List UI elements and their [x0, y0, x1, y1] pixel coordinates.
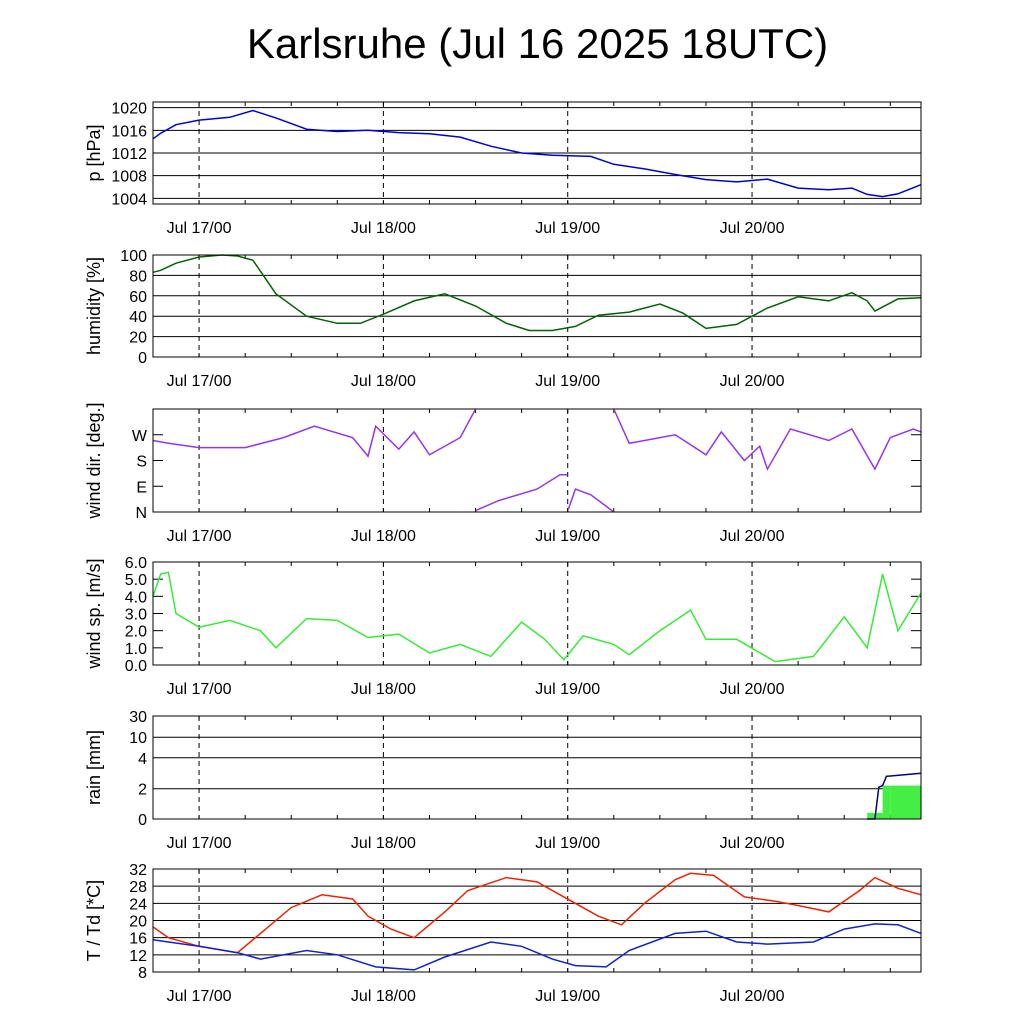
y-tick-label: 1012 — [111, 146, 147, 163]
y-tick-label: 20 — [129, 914, 147, 931]
y-tick-label: 24 — [129, 896, 147, 913]
y-tick-label: 1016 — [111, 123, 147, 140]
panel-frame — [152, 101, 922, 205]
rain-bar — [867, 812, 875, 819]
x-tick-label: Jul 19/00 — [535, 988, 600, 1005]
x-tick-label: Jul 18/00 — [351, 988, 416, 1005]
x-tick-label: Jul 18/00 — [351, 220, 416, 237]
panel-frame — [152, 561, 922, 666]
wind-dir-series-line — [567, 488, 615, 513]
y-tick-label: E — [136, 479, 147, 496]
x-tick-label: Jul 19/00 — [535, 681, 600, 698]
y-tick-label: 1020 — [111, 101, 147, 118]
rain-bar — [882, 785, 891, 819]
panel-frame — [152, 408, 922, 513]
x-tick-label: Jul 19/00 — [535, 220, 600, 237]
temperature-series-line — [152, 923, 922, 971]
rain-bar — [890, 785, 921, 819]
y-tick-label: 0.0 — [125, 658, 147, 675]
x-tick-label: Jul 20/00 — [720, 528, 785, 545]
y-tick-label: N — [135, 505, 147, 522]
wind-dir-series-line — [475, 474, 568, 512]
y-tick-label: 4 — [138, 751, 147, 768]
y-tick-label: W — [132, 428, 148, 445]
pressure-series-line — [152, 109, 922, 198]
panel-frame — [152, 254, 922, 358]
x-tick-label: Jul 17/00 — [167, 681, 232, 698]
x-tick-label: Jul 17/00 — [167, 373, 232, 390]
wind-dir-series-line — [152, 408, 477, 458]
x-tick-label: Jul 19/00 — [535, 528, 600, 545]
y-tick-label: 80 — [129, 268, 147, 285]
y-tick-label: 8 — [138, 965, 147, 982]
panel-frame — [152, 715, 922, 820]
y-tick-label: 28 — [129, 879, 147, 896]
y-tick-label: 20 — [129, 330, 147, 347]
y-tick-label: 0 — [138, 812, 147, 829]
x-tick-label: Jul 20/00 — [720, 988, 785, 1005]
y-tick-label: 16 — [129, 931, 147, 948]
x-tick-label: Jul 19/00 — [535, 835, 600, 852]
wind-speed-series-line — [152, 571, 922, 663]
y-tick-label: 3.0 — [125, 607, 147, 624]
y-axis-label: wind dir. [deg.] — [84, 402, 104, 519]
y-tick-label: 10 — [129, 730, 147, 747]
x-tick-label: Jul 18/00 — [351, 681, 416, 698]
chart-title: Karlsruhe (Jul 16 2025 18UTC) — [246, 20, 829, 67]
x-tick-label: Jul 18/00 — [351, 528, 416, 545]
x-tick-label: Jul 20/00 — [720, 835, 785, 852]
x-tick-label: Jul 20/00 — [720, 220, 785, 237]
wind-dir-series-line — [613, 408, 922, 471]
y-tick-label: 32 — [129, 862, 147, 879]
y-axis-label: wind sp. [m/s] — [84, 558, 104, 669]
x-tick-label: Jul 17/00 — [167, 220, 232, 237]
y-axis-label: rain [mm] — [84, 730, 104, 805]
y-tick-label: 30 — [129, 709, 147, 726]
x-tick-label: Jul 19/00 — [535, 373, 600, 390]
y-tick-label: 100 — [120, 248, 147, 265]
y-tick-label: 6.0 — [125, 555, 147, 572]
y-tick-label: 1008 — [111, 169, 147, 186]
panel-frame — [152, 868, 922, 973]
humidity-series-line — [152, 254, 922, 332]
x-tick-label: Jul 18/00 — [351, 835, 416, 852]
x-tick-label: Jul 18/00 — [351, 373, 416, 390]
y-tick-label: S — [136, 454, 147, 471]
temperature-series-line — [152, 872, 922, 954]
y-axis-label: humidity [%] — [84, 257, 104, 355]
y-tick-label: 0 — [138, 350, 147, 367]
x-tick-label: Jul 20/00 — [720, 373, 785, 390]
x-tick-label: Jul 17/00 — [167, 835, 232, 852]
x-tick-label: Jul 20/00 — [720, 681, 785, 698]
y-tick-label: 2 — [138, 782, 147, 799]
y-tick-label: 1004 — [111, 191, 147, 208]
y-tick-label: 2.0 — [125, 624, 147, 641]
rain-bar — [874, 812, 883, 819]
x-tick-label: Jul 17/00 — [167, 528, 232, 545]
y-tick-label: 1.0 — [125, 641, 147, 658]
y-axis-label: p [hPa] — [84, 124, 104, 181]
x-tick-label: Jul 17/00 — [167, 988, 232, 1005]
y-tick-label: 4.0 — [125, 589, 147, 606]
y-tick-label: 5.0 — [125, 572, 147, 589]
y-tick-label: 12 — [129, 948, 147, 965]
y-axis-label: T / Td [*C] — [84, 880, 104, 961]
y-tick-label: 60 — [129, 289, 147, 306]
y-tick-label: 40 — [129, 309, 147, 326]
